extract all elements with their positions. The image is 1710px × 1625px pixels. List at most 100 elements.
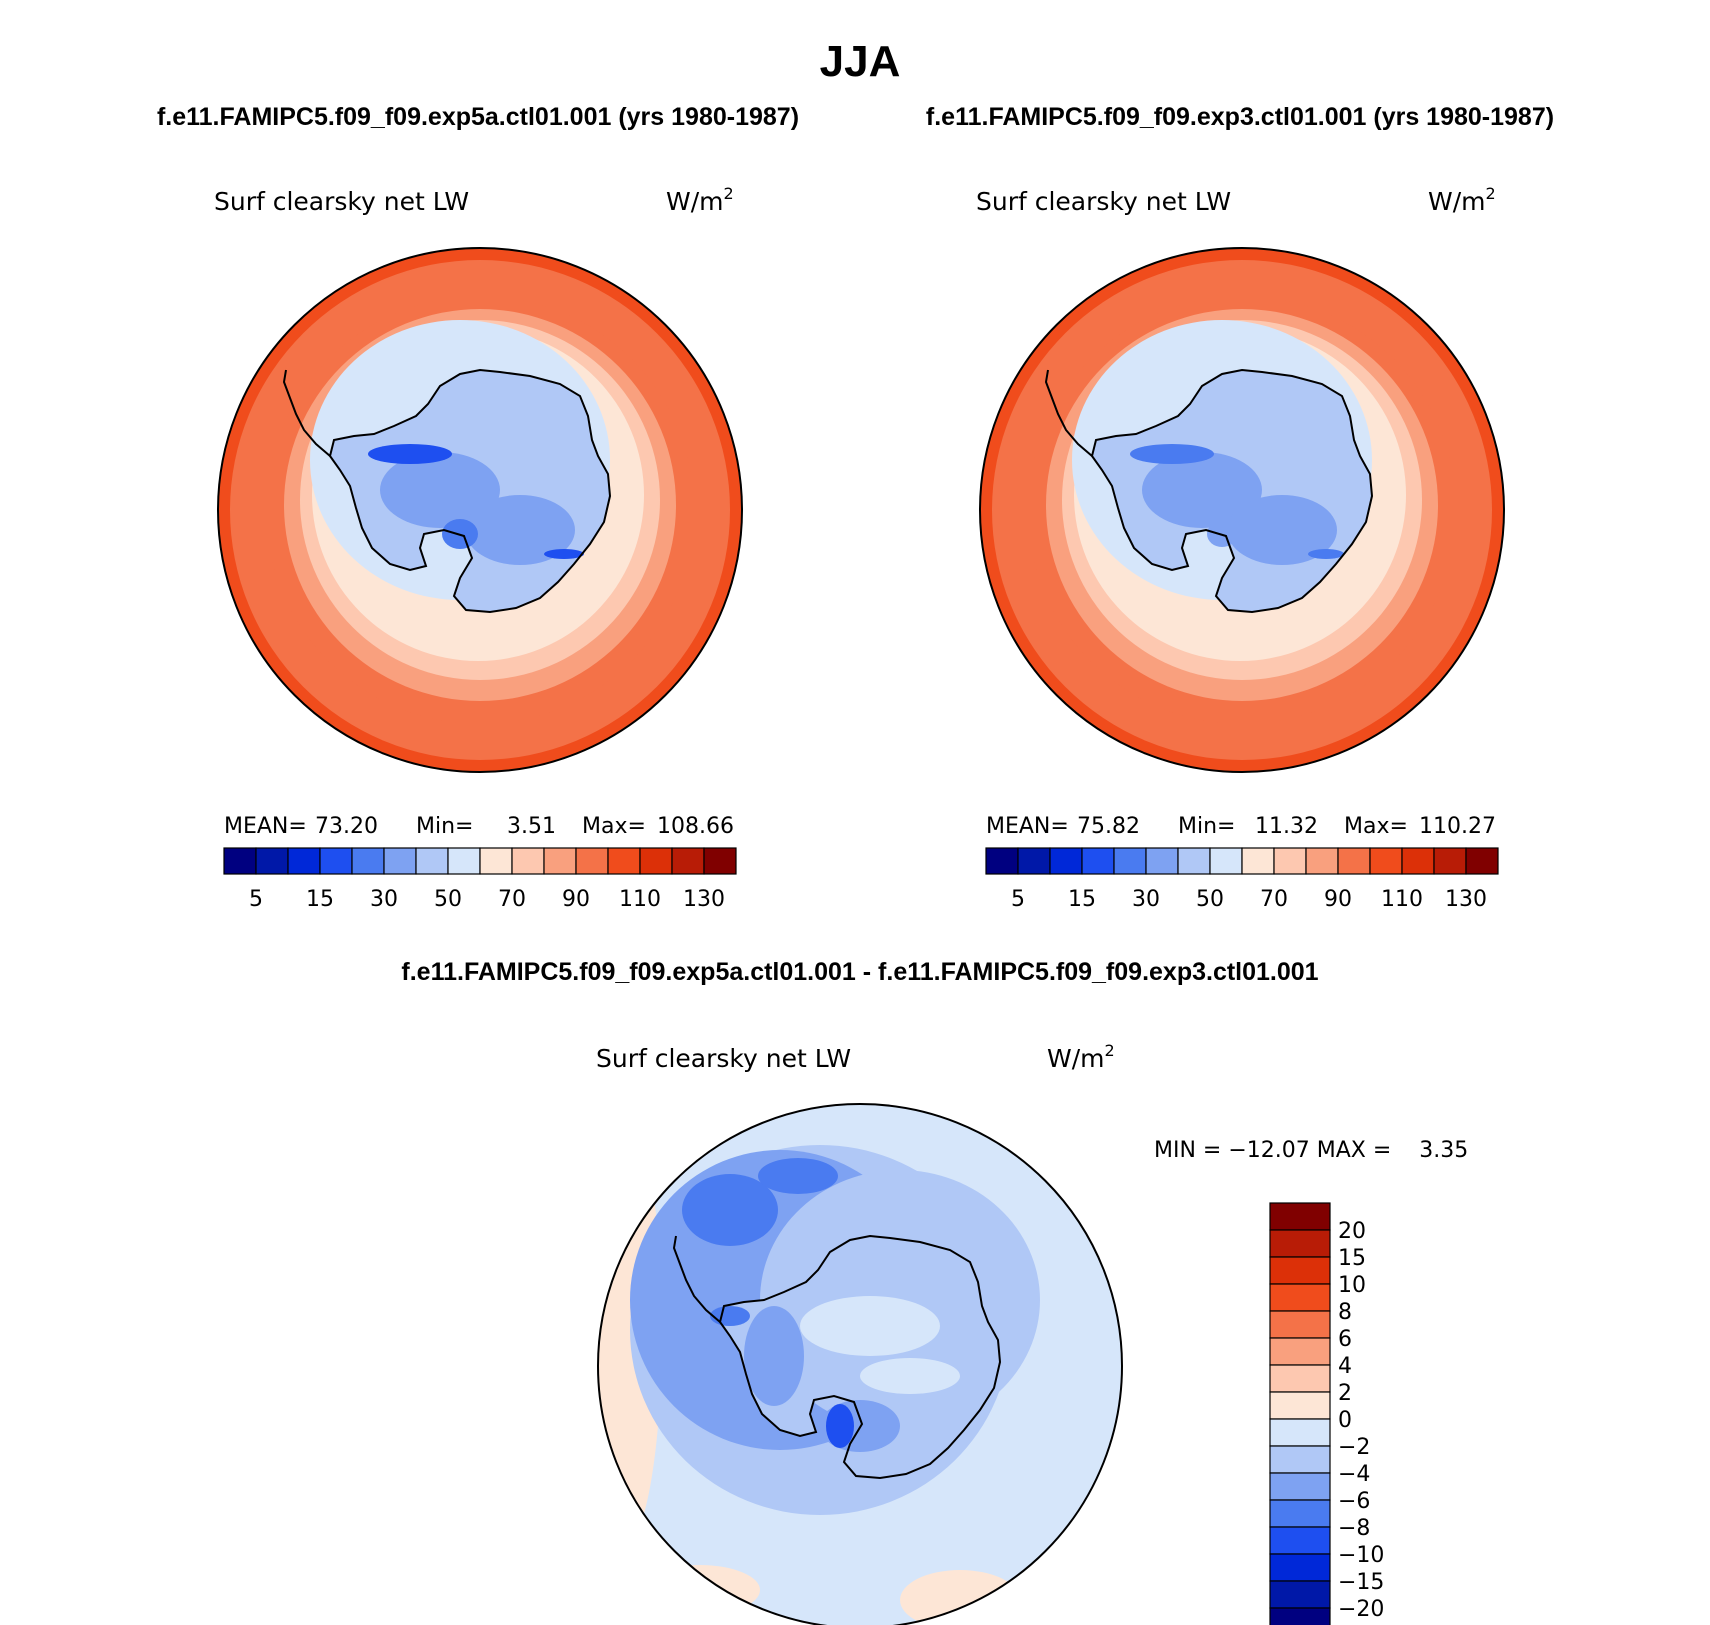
right-colorbar-box — [1209, 847, 1243, 875]
left-colorbar-box — [255, 847, 289, 875]
difference-colorbar-label: 4 — [1338, 1354, 1352, 1379]
left-max-label: Max= — [582, 814, 646, 839]
left-stats: MEAN= 73.20 Min= 3.51 Max= 108.66 — [224, 814, 734, 839]
right-colorbar-box — [1241, 847, 1275, 875]
difference-colorbar-label: 20 — [1338, 1219, 1366, 1244]
right-colorbar-box — [1433, 847, 1467, 875]
left-colorbar-box — [415, 847, 449, 875]
right-stats: MEAN= 75.82 Min= 11.32 Max= 110.27 — [986, 814, 1496, 839]
right-colorbar-label: 5 — [1011, 887, 1025, 912]
difference-colorbar-box — [1269, 1364, 1331, 1393]
left-colorbar-labels: 5 15 30 50 70 90 110 130 — [249, 887, 725, 912]
difference-colorbar — [1269, 1202, 1331, 1625]
left-colorbar-label: 15 — [306, 887, 334, 912]
left-min-value: 3.51 — [507, 814, 556, 839]
right-colorbar-box — [1401, 847, 1435, 875]
left-colorbar-box — [383, 847, 417, 875]
difference-colorbar-label: −6 — [1338, 1489, 1370, 1514]
difference-colorbar-label: 15 — [1338, 1246, 1366, 1271]
right-colorbar — [985, 847, 1499, 875]
right-colorbar-label: 130 — [1445, 887, 1487, 912]
difference-case-label: f.e11.FAMIPC5.f09_f09.exp5a.ctl01.001 - … — [401, 958, 1318, 986]
left-colorbar-box — [447, 847, 481, 875]
right-colorbar-label: 70 — [1260, 887, 1288, 912]
left-colorbar-box — [671, 847, 705, 875]
right-colorbar-box — [1177, 847, 1211, 875]
left-colorbar — [223, 847, 737, 875]
left-mean-value: 73.20 — [315, 814, 378, 839]
difference-colorbar-box — [1269, 1472, 1331, 1501]
left-map — [217, 247, 743, 773]
left-colorbar-label: 5 — [249, 887, 263, 912]
right-variable-label: Surf clearsky net LW — [976, 187, 1231, 216]
difference-colorbar-label: 0 — [1338, 1408, 1352, 1433]
right-colorbar-box — [1369, 847, 1403, 875]
right-colorbar-labels: 5 15 30 50 70 90 110 130 — [1011, 887, 1487, 912]
left-colorbar-box — [287, 847, 321, 875]
right-min-label: Min= — [1178, 814, 1235, 839]
difference-colorbar-label: 8 — [1338, 1300, 1352, 1325]
right-colorbar-box — [1081, 847, 1115, 875]
left-variable-label: Surf clearsky net LW — [214, 187, 469, 216]
difference-colorbar-label: 2 — [1338, 1381, 1352, 1406]
right-mean-label: MEAN= — [986, 814, 1069, 839]
difference-colorbar-box — [1269, 1310, 1331, 1339]
left-colorbar-label: 130 — [683, 887, 725, 912]
difference-colorbar-box — [1269, 1580, 1331, 1609]
left-units-label: W/m2 — [666, 184, 734, 216]
difference-colorbar-label: −20 — [1338, 1597, 1384, 1622]
left-mean-label: MEAN= — [224, 814, 307, 839]
difference-units-label: W/m2 — [1047, 1041, 1115, 1073]
difference-colorbar-box — [1269, 1445, 1331, 1474]
right-colorbar-box — [1113, 847, 1147, 875]
difference-colorbar-box — [1269, 1391, 1331, 1420]
left-colorbar-box — [703, 847, 737, 875]
right-colorbar-box — [1337, 847, 1371, 875]
right-map — [979, 247, 1505, 773]
difference-colorbar-label: −8 — [1338, 1516, 1370, 1541]
right-max-value: 110.27 — [1419, 814, 1496, 839]
right-colorbar-box — [1305, 847, 1339, 875]
difference-colorbar-label: −4 — [1338, 1462, 1370, 1487]
left-colorbar-box — [223, 847, 257, 875]
left-colorbar-box — [319, 847, 353, 875]
left-colorbar-label: 90 — [562, 887, 590, 912]
difference-min-max: MIN = −12.07 MAX = 3.35 — [1154, 1138, 1468, 1163]
difference-map — [597, 1103, 1123, 1625]
right-colorbar-label: 30 — [1132, 887, 1160, 912]
left-colorbar-label: 30 — [370, 887, 398, 912]
left-colorbar-label: 70 — [498, 887, 526, 912]
right-max-label: Max= — [1344, 814, 1408, 839]
left-min-label: Min= — [416, 814, 473, 839]
difference-colorbar-label: 6 — [1338, 1327, 1352, 1352]
right-colorbar-label: 110 — [1381, 887, 1423, 912]
difference-colorbar-box — [1269, 1283, 1331, 1312]
right-colorbar-box — [1273, 847, 1307, 875]
difference-colorbar-box — [1269, 1229, 1331, 1258]
left-colorbar-box — [575, 847, 609, 875]
difference-colorbar-box — [1269, 1553, 1331, 1582]
left-colorbar-box — [543, 847, 577, 875]
difference-colorbar-box — [1269, 1607, 1331, 1625]
right-units-label: W/m2 — [1428, 184, 1496, 216]
left-colorbar-box — [607, 847, 641, 875]
right-colorbar-box — [1049, 847, 1083, 875]
difference-colorbar-box — [1269, 1499, 1331, 1528]
left-colorbar-box — [351, 847, 385, 875]
left-colorbar-box — [639, 847, 673, 875]
difference-colorbar-box — [1269, 1337, 1331, 1366]
right-colorbar-box — [985, 847, 1019, 875]
left-colorbar-label: 110 — [619, 887, 661, 912]
left-colorbar-label: 50 — [434, 887, 462, 912]
difference-colorbar-box — [1269, 1256, 1331, 1285]
difference-colorbar-box — [1269, 1418, 1331, 1447]
right-case-label: f.e11.FAMIPC5.f09_f09.exp3.ctl01.001 (yr… — [926, 103, 1554, 131]
right-colorbar-box — [1465, 847, 1499, 875]
right-colorbar-label: 50 — [1196, 887, 1224, 912]
left-case-label: f.e11.FAMIPC5.f09_f09.exp5a.ctl01.001 (y… — [157, 103, 799, 131]
difference-colorbar-label: −15 — [1338, 1570, 1384, 1595]
left-colorbar-box — [511, 847, 545, 875]
difference-colorbar-label: 10 — [1338, 1273, 1366, 1298]
